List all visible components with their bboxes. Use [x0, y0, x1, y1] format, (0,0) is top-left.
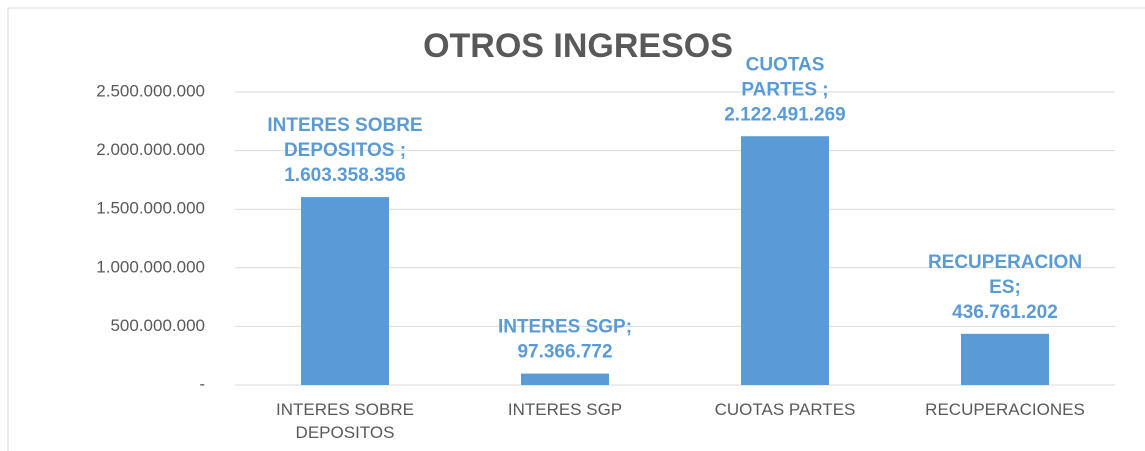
bar [521, 373, 609, 385]
y-tick-label: 1.500.000.000 [96, 199, 205, 218]
chart-frame [7, 7, 1145, 451]
y-tick-label: 2.500.000.000 [96, 81, 205, 100]
data-label: 2.122.491.269 [724, 104, 846, 125]
x-tick-label: INTERES SGP [507, 400, 623, 419]
x-tick-label: INTERES SOBRE DEPOSITOS [276, 400, 414, 442]
data-label: 97.366.772 [517, 342, 612, 363]
data-label: INTERES SGP; [498, 317, 632, 338]
data-label: ES; [989, 277, 1021, 298]
y-tick-label: - [199, 374, 205, 393]
y-tick-label: 1.000.000.000 [96, 257, 205, 276]
data-label: RECUPERACION [928, 252, 1082, 273]
data-label: INTERES SOBRE [267, 115, 422, 136]
x-tick-label: CUOTAS PARTES [714, 400, 856, 419]
y-tick-label: 2.000.000.000 [96, 140, 205, 159]
bar [741, 136, 829, 385]
data-label: 436.761.202 [952, 302, 1058, 323]
data-label: DEPOSITOS ; [284, 140, 406, 161]
data-label: CUOTAS [746, 54, 825, 75]
data-label: 1.603.358.356 [284, 165, 406, 186]
data-label: PARTES ; [741, 79, 828, 100]
bar [961, 333, 1049, 385]
bar [301, 197, 389, 385]
chart-title: OTROS INGRESOS [423, 27, 733, 65]
y-tick-label: 500.000.000 [110, 316, 205, 335]
x-tick-label: RECUPERACIONES [925, 400, 1085, 419]
